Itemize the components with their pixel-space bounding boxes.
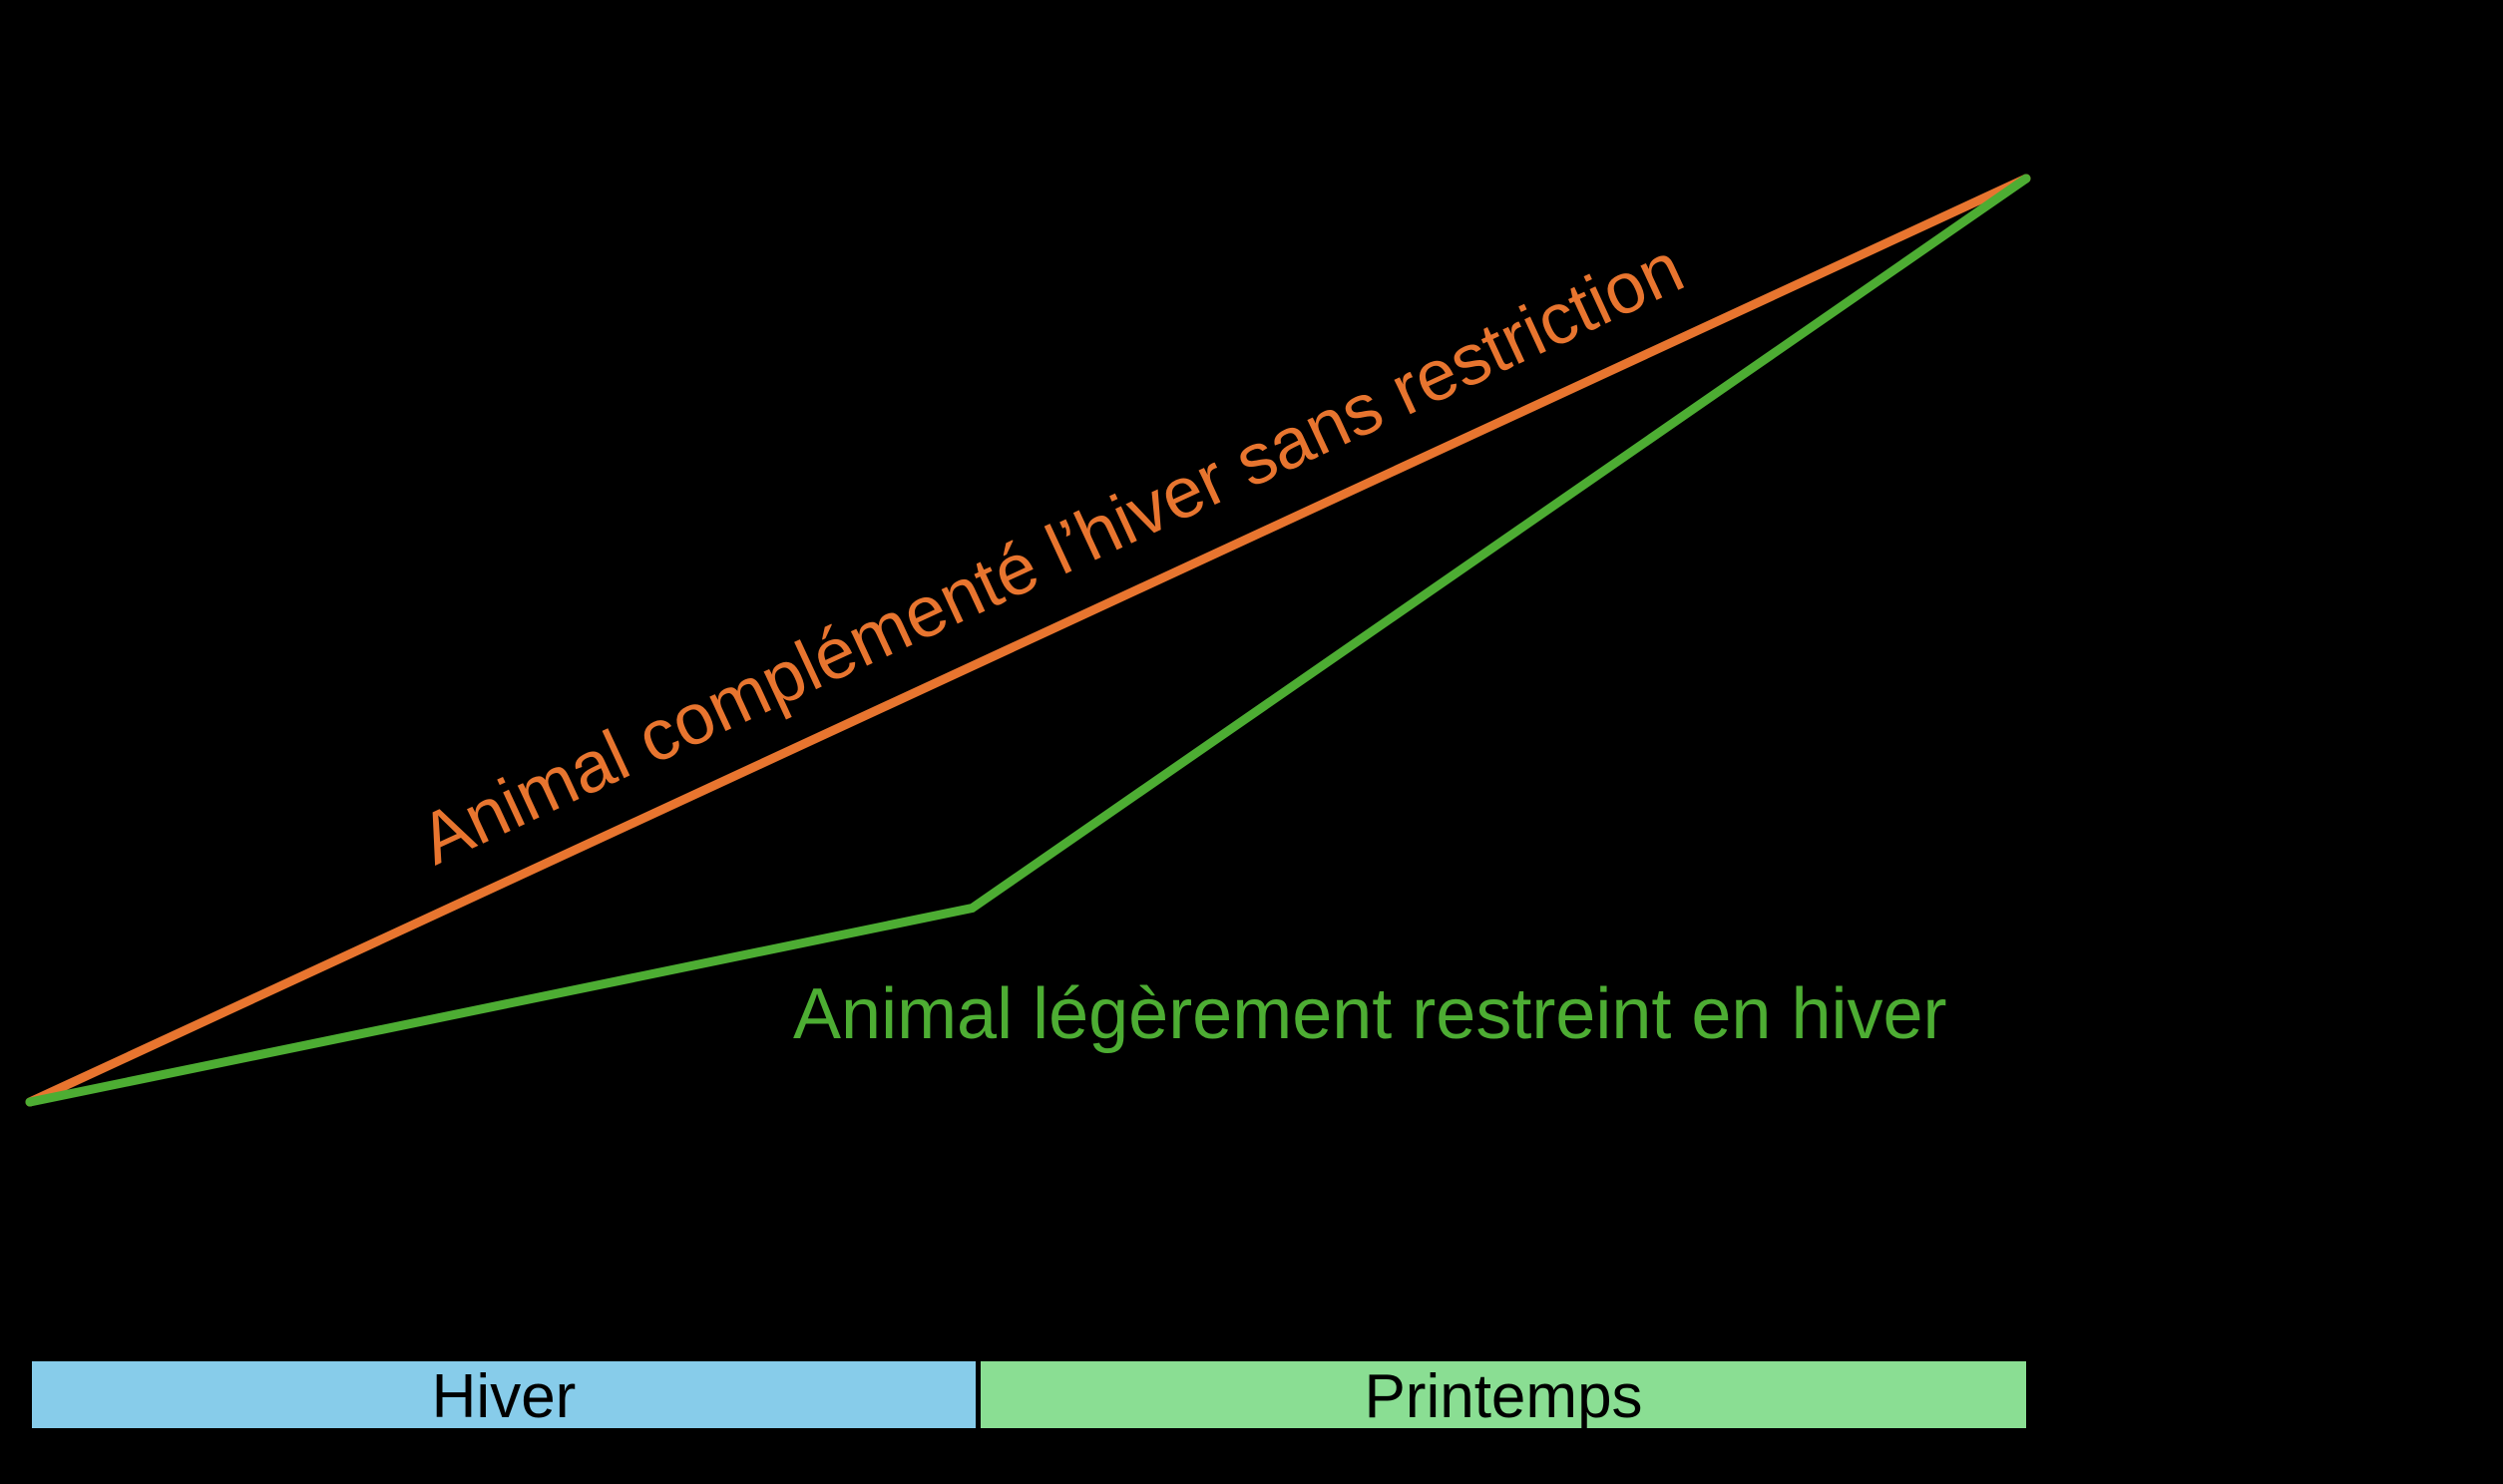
curve-restricted-winter (25, 174, 2031, 1107)
season-bar-hiver-label: Hiver (432, 1362, 577, 1431)
season-bar-printemps: Printemps (981, 1361, 2026, 1431)
season-bar-printemps-label: Printemps (1364, 1362, 1642, 1431)
season-bar-printemps-rect (981, 1361, 2026, 1428)
curve-label-restricted-winter: Animal légèrement restreint en hiver (793, 974, 1947, 1054)
curve-label-supplemented-winter: Animal complémenté l’hiver sans restrict… (408, 227, 1695, 880)
curve-supplemented-winter (25, 174, 2031, 1107)
season-bar-hiver: Hiver (32, 1361, 976, 1431)
season-bar-hiver-rect (32, 1361, 976, 1428)
